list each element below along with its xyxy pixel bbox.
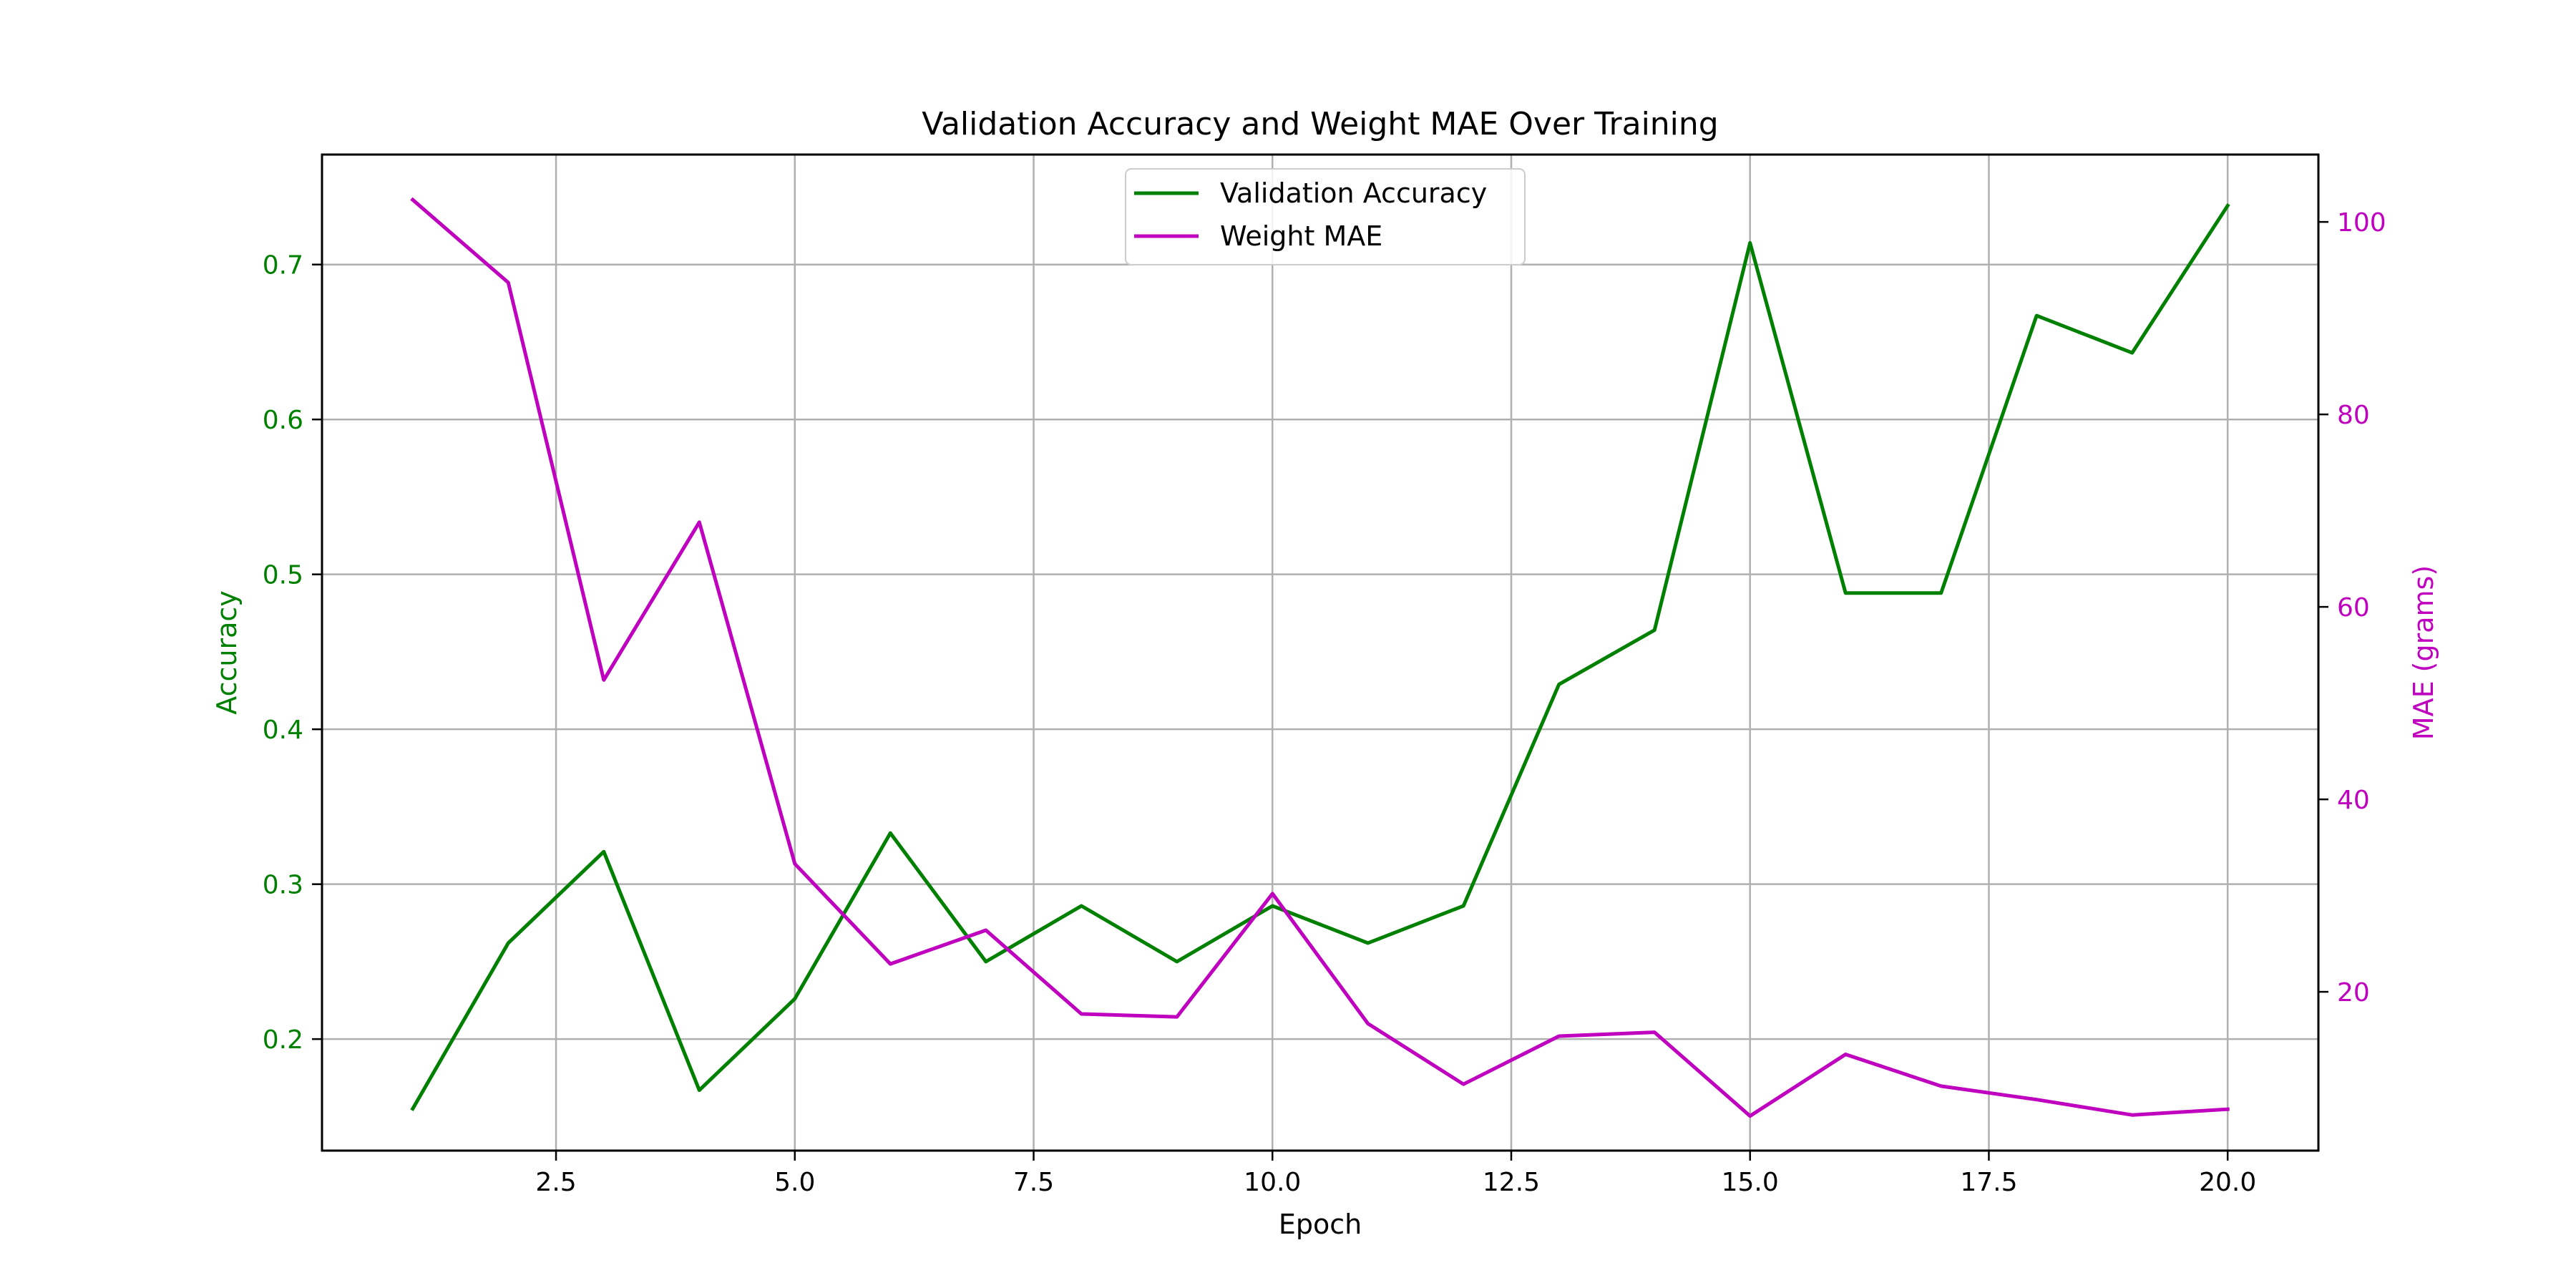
x-tick-label: 15.0 bbox=[1722, 1168, 1779, 1197]
y-left-tick-label: 0.7 bbox=[263, 251, 303, 280]
x-tick-label: 20.0 bbox=[2199, 1168, 2256, 1197]
legend-box bbox=[1125, 168, 1526, 265]
y-left-tick-label: 0.3 bbox=[263, 871, 303, 900]
y-left-tick-label: 0.6 bbox=[263, 406, 303, 435]
legend: Validation Accuracy Weight MAE bbox=[1125, 168, 1526, 265]
y-axis-label-left: Accuracy bbox=[211, 590, 243, 715]
y-right-tick-label: 40 bbox=[2337, 786, 2370, 815]
x-tick-label: 10.0 bbox=[1244, 1168, 1301, 1197]
x-tick-label: 12.5 bbox=[1483, 1168, 1540, 1197]
series-group bbox=[410, 197, 2230, 1118]
x-tick-label: 17.5 bbox=[1960, 1168, 2017, 1197]
y-right-tick-label: 20 bbox=[2337, 978, 2370, 1008]
x-tick-label: 5.0 bbox=[774, 1168, 815, 1197]
y-left-tick-label: 0.5 bbox=[263, 561, 303, 590]
y-left-tick-label: 0.2 bbox=[263, 1025, 303, 1055]
y-axis-label-right: MAE (grams) bbox=[2408, 565, 2439, 740]
y-left-tick-label: 0.4 bbox=[263, 716, 303, 745]
series-line-weight-mae bbox=[410, 197, 2230, 1118]
y-right-tick-label: 80 bbox=[2337, 401, 2370, 430]
y-right-tick-label: 60 bbox=[2337, 593, 2370, 623]
legend-label-accuracy: Validation Accuracy bbox=[1220, 177, 1487, 209]
chart-title: Validation Accuracy and Weight MAE Over … bbox=[922, 106, 1718, 142]
series-line-validation-accuracy bbox=[410, 203, 2230, 1111]
x-axis-label: Epoch bbox=[1279, 1209, 1362, 1240]
y-right-tick-label: 100 bbox=[2337, 208, 2386, 238]
plot-frame bbox=[321, 153, 2320, 1152]
legend-label-mae: Weight MAE bbox=[1220, 220, 1382, 252]
x-tick-label: 7.5 bbox=[1013, 1168, 1054, 1197]
ticks: 2.5 5.0 7.5 10.0 12.5 15.0 17.5 20.0 0.2 0.3 0.4 0.… bbox=[263, 208, 2386, 1197]
x-tick-label: 2.5 bbox=[535, 1168, 576, 1197]
